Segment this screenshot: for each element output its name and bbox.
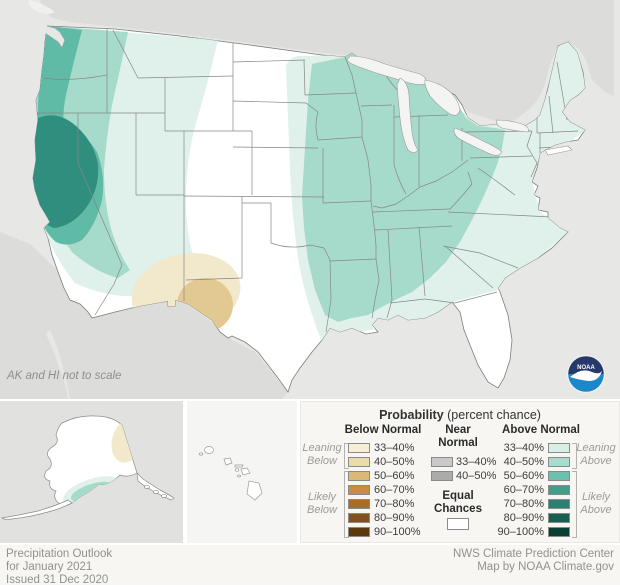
below-label-33-40: 33–40%: [374, 442, 415, 454]
above-label-80-90: 80–90%: [503, 512, 544, 524]
near-label-33-40: 33–40%: [456, 456, 497, 468]
credits-bar: Precipitation Outlook for January 2021 I…: [0, 545, 620, 586]
conus-map-svg: NOAA: [0, 0, 620, 399]
legend-title: Probability (percent chance): [301, 408, 619, 422]
likely-above-bracket: [572, 471, 577, 538]
likely-below-label: Likely Below: [307, 491, 337, 516]
below-label-50-60: 50–60%: [374, 470, 415, 482]
canada-landmass: [40, 0, 614, 122]
above-swatch-40-50: [548, 457, 570, 467]
leaning-above-label: Leaning Above: [576, 442, 616, 467]
below-normal-header: Below Normal: [344, 424, 422, 436]
probability-legend: Probability (percent chance) Below Norma…: [300, 401, 620, 543]
below-swatch-90-100: [348, 527, 370, 537]
mexico-landmass: [0, 232, 288, 399]
above-label-70-80: 70–80%: [503, 498, 544, 510]
above-label-40-50: 40–50%: [503, 456, 544, 468]
vancouver-island: [28, 0, 55, 14]
above-swatch-90-100: [548, 527, 570, 537]
above-swatch-50-60: [548, 471, 570, 481]
below-swatch-70-80: [348, 499, 370, 509]
aleutian-islands: [1, 499, 73, 520]
likely-below-bracket: [344, 471, 349, 538]
below-label-80-90: 80–90%: [374, 512, 415, 524]
baja-peninsula: [25, 322, 68, 399]
above-label-60-70: 60–70%: [503, 484, 544, 496]
below-swatch-50-60: [348, 471, 370, 481]
great-lakes: [346, 55, 573, 156]
alaska-panhandle: [136, 472, 175, 501]
source-attribution: NWS Climate Prediction Center Map by NOA…: [452, 548, 614, 573]
alaska-inset: [0, 401, 183, 543]
above-label-50-60: 50–60%: [503, 470, 544, 482]
legend-title-suffix: (percent chance): [443, 408, 541, 422]
below-label-70-80: 70–80%: [374, 498, 415, 510]
state-borders: [36, 29, 579, 333]
below-swatch-80-90: [348, 513, 370, 523]
noaa-logo: NOAA: [567, 355, 605, 393]
equal-chances-swatch: [447, 518, 469, 530]
above-label-90-100: 90–100%: [497, 526, 545, 538]
above-label-33-40: 33–40%: [503, 442, 544, 454]
panhandle-islands: [144, 485, 167, 498]
noaa-logo-text: NOAA: [577, 365, 595, 371]
above-swatch-80-90: [548, 513, 570, 523]
conus-outlook-map: NOAA AK and HI not to scale: [0, 0, 620, 399]
above-normal-header: Above Normal: [502, 424, 580, 436]
near-swatch-40-50: [431, 471, 453, 481]
noaa-seagull-icon: [570, 370, 602, 381]
equal-chances-label: Equal Chances: [434, 490, 482, 515]
scale-note: AK and HI not to scale: [7, 370, 122, 382]
below-swatch-33-40: [348, 443, 370, 453]
below-label-90-100: 90–100%: [374, 526, 421, 538]
above-swatch-33-40: [548, 443, 570, 453]
above-60-70-california: [33, 115, 99, 228]
below-swatch-60-70: [348, 485, 370, 495]
long-island: [544, 145, 573, 156]
legend-title-main: Probability: [379, 408, 444, 422]
below-label-40-50: 40–50%: [374, 456, 415, 468]
leaning-below-label: Leaning Below: [302, 442, 342, 467]
outlook-caption: Precipitation Outlook for January 2021 I…: [6, 548, 113, 586]
near-label-40-50: 40–50%: [456, 470, 497, 482]
leaning-below-bracket: [344, 443, 349, 469]
above-swatch-60-70: [548, 485, 570, 495]
hawaii-inset: [187, 401, 297, 543]
likely-above-label: Likely Above: [580, 491, 612, 516]
hawaiian-islands: [198, 446, 263, 501]
near-swatch-33-40: [431, 457, 453, 467]
below-swatch-40-50: [348, 457, 370, 467]
above-40-50-east: [302, 53, 505, 322]
below-label-60-70: 60–70%: [374, 484, 415, 496]
near-normal-header: Near Normal: [438, 424, 478, 449]
above-swatch-70-80: [548, 499, 570, 509]
leaning-above-bracket: [572, 443, 577, 469]
